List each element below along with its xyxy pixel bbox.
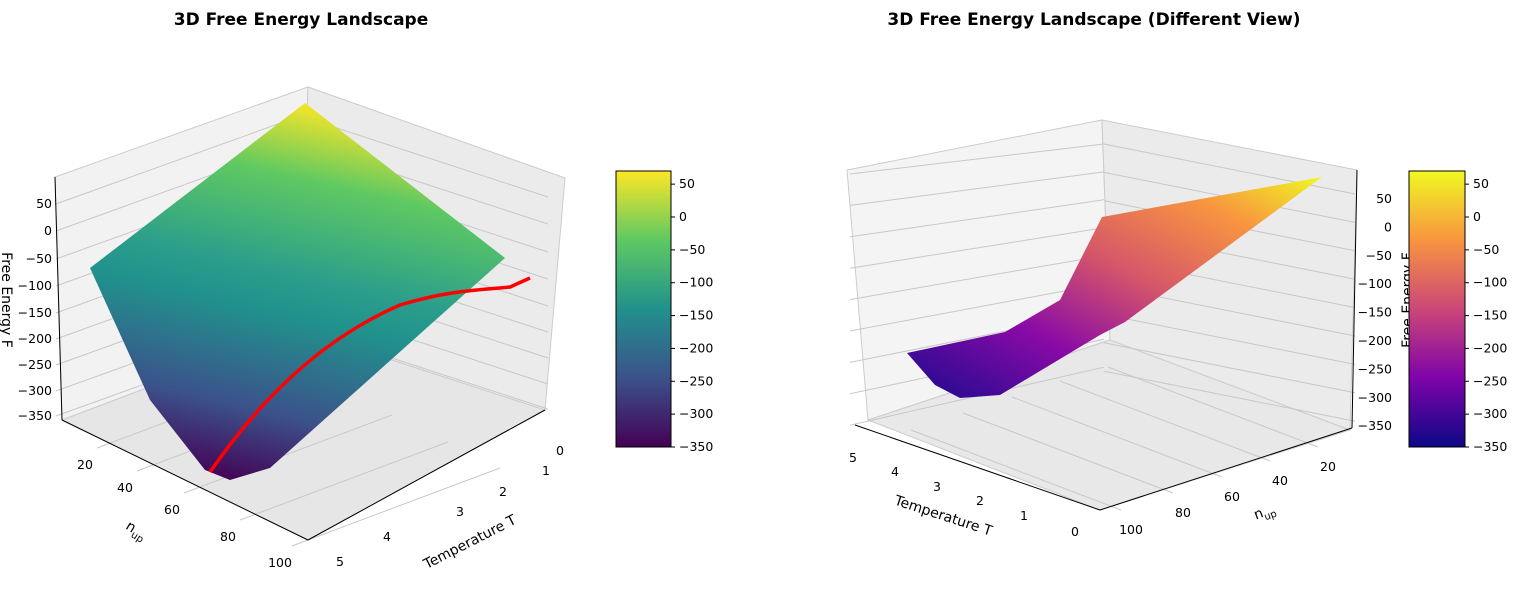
colorbar-tick-label: 50 (679, 176, 695, 191)
right-t-axis (854, 424, 1101, 511)
z-tick-label: −50 (26, 251, 52, 266)
colorbar-tick-label: −250 (679, 373, 713, 388)
left-axes: 3D Free Energy Landscape 500−50−100−150−… (0, 10, 713, 573)
z-tick-label: −200 (18, 331, 52, 346)
x-tick-label: 1 (1020, 508, 1028, 523)
left-title: 3D Free Energy Landscape (174, 10, 429, 30)
y-tick-label: 20 (77, 457, 93, 472)
y-gridline (239, 441, 449, 521)
left-zlabel: Free Energy F (0, 252, 14, 348)
x-tick-label: 2 (976, 493, 984, 508)
x-tick-label: 0 (1071, 524, 1079, 539)
z-gridline (849, 227, 1105, 269)
x-tick-label: 4 (891, 464, 899, 479)
z-tick-label: −100 (18, 278, 52, 293)
colorbar-tick-label: 0 (679, 209, 687, 224)
right-ylabel: nup (1252, 501, 1279, 526)
y-gridline (1107, 366, 1319, 448)
z-tick-label: 0 (44, 223, 52, 238)
z-tick-label: −50 (1366, 248, 1392, 263)
colorbar-tick-label: −300 (1473, 406, 1507, 421)
z-tick-label: −300 (18, 383, 52, 398)
z-gridline (1103, 313, 1356, 365)
y-gridline (910, 429, 1122, 511)
z-gridline (299, 115, 549, 198)
colorbar-tick-label: −200 (1473, 340, 1507, 355)
colorbar-tick-label: −50 (679, 242, 705, 257)
right-surface (907, 177, 1322, 398)
z-gridline (1103, 143, 1356, 195)
z-gridline (849, 143, 1105, 175)
x-tick-label: 3 (933, 479, 941, 494)
x-tick-label: 0 (556, 443, 564, 458)
y-gridline (1059, 380, 1271, 462)
z-gridline (55, 115, 301, 205)
y-gridline (1011, 396, 1223, 478)
z-tick-label: −150 (18, 305, 52, 320)
x-tick-label: 1 (542, 463, 550, 478)
colorbar-tick-label: −150 (679, 308, 713, 323)
colorbar-tick-label: 0 (1473, 209, 1481, 224)
right-nup-axis (1099, 427, 1353, 511)
y-tick-label: 60 (164, 502, 180, 517)
x-tick-label: 4 (383, 529, 391, 544)
left-colorbar (615, 170, 672, 448)
right-colorbar (1408, 170, 1466, 448)
y-tick-label: 100 (268, 555, 292, 570)
colorbar-tick-label: −350 (1473, 439, 1507, 454)
colorbar-tick-label: −300 (679, 406, 713, 421)
colorbar-tick-label: −100 (1473, 275, 1507, 290)
z-tick-label: −350 (18, 408, 52, 423)
left-xlabel: Temperature T (420, 512, 519, 573)
y-tick-label: 80 (1175, 505, 1191, 520)
y-tick-label: 100 (1119, 522, 1143, 537)
y-tick-label: 60 (1224, 489, 1240, 504)
y-gridline (291, 467, 501, 547)
z-tick-label: 50 (36, 196, 52, 211)
left-surface (90, 103, 505, 480)
left-ylabel: nup (121, 518, 149, 546)
x-tick-label: 5 (336, 554, 344, 569)
x-tick-label: 3 (456, 504, 464, 519)
z-tick-label: −300 (1358, 390, 1392, 405)
z-gridline (849, 199, 1105, 238)
z-tick-label: −200 (1358, 333, 1392, 348)
y-gridline (183, 414, 393, 494)
left-nup-axis (61, 419, 309, 541)
z-tick-label: −250 (1358, 361, 1392, 376)
colorbar-tick-label: 50 (1473, 176, 1489, 191)
z-tick-label: −250 (18, 357, 52, 372)
colorbar-tick-label: −350 (679, 439, 713, 454)
y-tick-label: 20 (1320, 459, 1336, 474)
x-tick-label: 5 (849, 450, 857, 465)
colorbar-tick-label: −100 (679, 275, 713, 290)
y-tick-label: 40 (117, 480, 133, 495)
colorbar-tick-label: −50 (1473, 242, 1499, 257)
colorbar-tick-label: −200 (679, 340, 713, 355)
left-minimum-path (208, 276, 531, 473)
right-axes: 3D Free Energy Landscape (Different View… (846, 10, 1507, 540)
z-tick-label: 50 (1376, 191, 1392, 206)
left-z-axis (54, 176, 63, 421)
z-gridline (849, 283, 1105, 332)
z-tick-label: −350 (1358, 418, 1392, 433)
z-gridline (849, 255, 1105, 301)
y-gridline (962, 412, 1174, 494)
y-tick-label: 80 (220, 529, 236, 544)
z-gridline (1103, 342, 1356, 394)
colorbar-tick-label: −150 (1473, 308, 1507, 323)
colorbar-tick-label: −250 (1473, 373, 1507, 388)
left-t-axis (307, 409, 546, 541)
z-tick-label: −100 (1358, 276, 1392, 291)
right-z-axis (1351, 169, 1358, 429)
right-title: 3D Free Energy Landscape (Different View… (887, 10, 1300, 30)
z-tick-label: 0 (1384, 219, 1392, 234)
z-gridline (849, 171, 1105, 206)
z-tick-label: −150 (1358, 305, 1392, 320)
y-tick-label: 40 (1272, 473, 1288, 488)
x-tick-label: 2 (499, 484, 507, 499)
z-gridline (1103, 370, 1356, 422)
